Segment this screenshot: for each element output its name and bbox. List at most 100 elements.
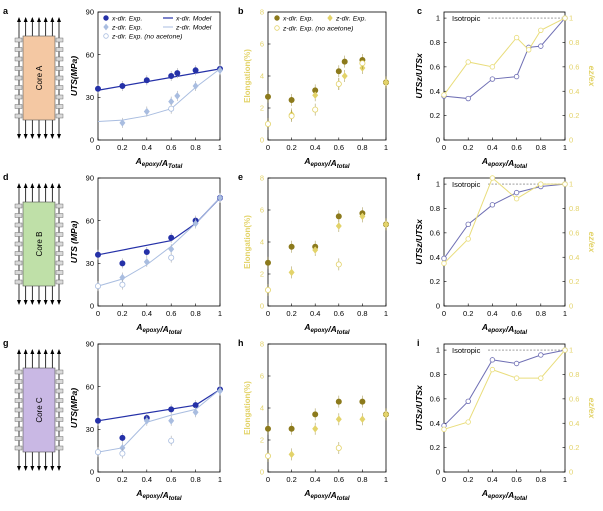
arrow-head-down bbox=[37, 134, 41, 139]
arrow-head-up bbox=[17, 183, 21, 188]
plot-frame bbox=[443, 11, 566, 141]
shell-stripe-left bbox=[14, 94, 23, 100]
y-axis-label: UTS(MPa) bbox=[69, 388, 79, 428]
x-tick-label: 0.8 bbox=[536, 475, 546, 484]
y-tick-label-right: 1 bbox=[569, 180, 573, 189]
y-tick-label-right: 0.4 bbox=[569, 87, 579, 96]
y-axis-label: UTSz/UTSx bbox=[414, 52, 424, 99]
elong-ratio-point bbox=[562, 15, 568, 21]
x-tick-label: 0.4 bbox=[487, 475, 497, 484]
z-exp-point bbox=[192, 219, 199, 228]
arrow-head-up bbox=[57, 17, 61, 22]
arrow-head-up bbox=[37, 349, 41, 354]
x-tick-label: 0.6 bbox=[334, 475, 344, 484]
shell-stripe-right bbox=[55, 222, 64, 228]
z-exp-point bbox=[143, 107, 150, 116]
z-exp-point bbox=[168, 417, 175, 425]
x-tick-label: 0.8 bbox=[536, 143, 546, 152]
no-acetone-point bbox=[95, 283, 102, 290]
x-tick-label: 0 bbox=[96, 309, 100, 318]
y-tick-label: 4 bbox=[260, 72, 264, 81]
shell-stripe-left bbox=[14, 203, 23, 209]
uts-ratio-point bbox=[513, 360, 520, 367]
y-tick-label-right: 1 bbox=[569, 14, 573, 23]
x-tick-label: 0.4 bbox=[487, 143, 497, 152]
shell-stripe-right bbox=[55, 369, 64, 375]
y-tick-label: 0 bbox=[90, 468, 94, 477]
shell-stripe-right bbox=[55, 203, 64, 209]
arrow-head-up bbox=[57, 349, 61, 354]
elong-ratio-line bbox=[443, 349, 566, 430]
shell-stripe-left bbox=[14, 369, 23, 375]
x-tick-label: 0.2 bbox=[286, 309, 296, 318]
x-exp-point bbox=[119, 82, 126, 89]
y-axis-label: Elongation(%) bbox=[243, 49, 252, 103]
z-exp-point bbox=[335, 222, 342, 230]
shell-stripe-left bbox=[14, 104, 23, 109]
shell-stripe-left bbox=[14, 445, 23, 451]
shell-stripe-left bbox=[14, 379, 23, 384]
x-exp-point bbox=[95, 85, 102, 92]
elong-ratio-point bbox=[465, 236, 471, 242]
elong-legend: x-dir. Exp. z-dir. Exp. z-dir. Exp. (no ac… bbox=[274, 14, 366, 33]
x-axis-label: Aepoxy/Atotal bbox=[135, 488, 182, 502]
x-tick-label: 0.8 bbox=[357, 309, 367, 318]
y-tick-label: 4 bbox=[260, 404, 264, 413]
arrow-head-up bbox=[57, 183, 61, 188]
x-tick-label: 0.8 bbox=[190, 143, 200, 152]
z-exp-point bbox=[335, 415, 342, 423]
arrow-head-down bbox=[43, 300, 48, 305]
elong-ratio-point bbox=[562, 347, 568, 353]
x-model-line bbox=[97, 68, 221, 91]
x-exp-point bbox=[174, 70, 181, 77]
shell-stripe-left bbox=[14, 426, 23, 432]
y-tick-label: 0 bbox=[436, 302, 440, 311]
arrow-head-up bbox=[30, 349, 35, 354]
shell-stripe-right bbox=[55, 426, 64, 432]
elong-ratio-line bbox=[443, 177, 565, 264]
arrow-head-down bbox=[50, 134, 55, 139]
y-tick-label: 30 bbox=[86, 425, 94, 434]
elong-ratio-point bbox=[526, 47, 532, 53]
shell-stripe-left bbox=[14, 407, 23, 413]
x-tick-label: 0.4 bbox=[142, 143, 152, 152]
y-axis-label-right: ez/ex bbox=[587, 398, 597, 420]
legend-z-exp-marker bbox=[103, 23, 109, 31]
arrow-head-down bbox=[30, 134, 35, 139]
x-exp-point bbox=[335, 68, 342, 75]
x-exp-point bbox=[264, 93, 271, 100]
shell-stripe-right bbox=[55, 279, 64, 285]
shell-stripe-left bbox=[14, 436, 23, 441]
x-axis-label: Aepoxy/ATotal bbox=[135, 156, 183, 170]
arrow-head-up bbox=[50, 183, 55, 188]
x-tick-label: 0.6 bbox=[511, 309, 521, 318]
uts-ratio-point bbox=[489, 357, 496, 363]
arrow-head-up bbox=[43, 17, 48, 22]
shell-stripe-right bbox=[55, 445, 64, 451]
no-acetone-point bbox=[288, 113, 295, 120]
x-tick-label: 0 bbox=[442, 475, 446, 484]
panel-i: i0 0.2 0.4 0.6 0.8 100.20.40.60.8100.20.40.60… bbox=[414, 338, 597, 502]
y-tick-label-right: 0.6 bbox=[569, 394, 579, 403]
x-tick-label: 1 bbox=[384, 309, 388, 318]
y-tick-label-right: 0 bbox=[569, 468, 573, 477]
legend-x-exp-marker bbox=[103, 15, 109, 21]
z-exp-point bbox=[383, 410, 389, 419]
y-tick-label: 0 bbox=[90, 302, 94, 311]
elong-ratio-point bbox=[538, 375, 544, 381]
x-tick-label: 0.2 bbox=[286, 143, 296, 152]
no-acetone-point bbox=[335, 261, 342, 268]
y-tick-label-right: 0.4 bbox=[569, 419, 579, 428]
core-label: Core A bbox=[35, 65, 44, 90]
elong-ratio-point bbox=[441, 260, 447, 267]
y-tick-label: 0.2 bbox=[430, 443, 440, 452]
y-axis-label: Elongation(%) bbox=[243, 381, 252, 435]
x-axis-label: Aepoxy/Atotal bbox=[481, 156, 528, 170]
x-tick-label: 0.8 bbox=[357, 475, 367, 484]
y-tick-label-right: 0.8 bbox=[569, 204, 579, 213]
y-tick-label: 8 bbox=[260, 8, 264, 17]
legend-z-exp: z-dir. Exp. bbox=[335, 16, 366, 23]
legend-x-exp-marker bbox=[274, 15, 280, 21]
y-tick-label: 90 bbox=[86, 340, 94, 349]
shell-stripe-right bbox=[55, 388, 64, 394]
